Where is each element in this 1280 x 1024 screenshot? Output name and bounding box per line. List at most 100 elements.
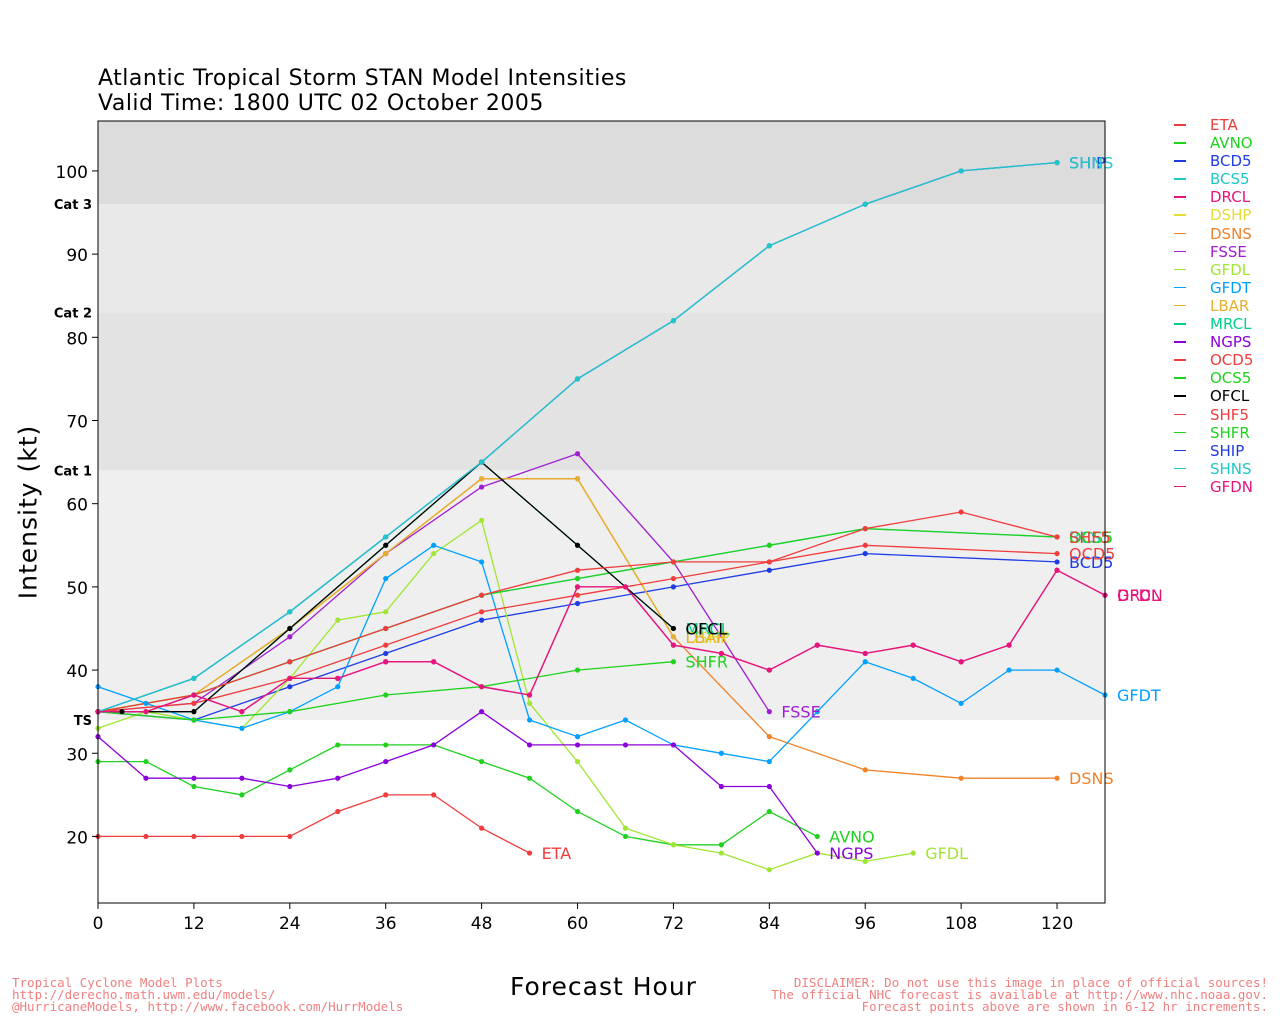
data-point-gfdl (766, 867, 772, 873)
data-point-shns (958, 168, 964, 174)
data-point-gfdn (1006, 642, 1012, 648)
data-point-bcd5 (479, 617, 485, 623)
category-band (98, 312, 1105, 471)
data-point-gfdn (718, 650, 724, 657)
legend-swatch (1174, 431, 1186, 434)
legend-item-bcd5: BCD5 (1172, 152, 1272, 170)
data-point-shns (670, 318, 677, 324)
data-point-ngps (191, 775, 197, 781)
series-line-gfdn (98, 569, 1106, 713)
data-point-eta (335, 808, 341, 815)
data-point-gfdn (862, 650, 868, 657)
footer-credit-line: Tropical Cyclone Model Plots (12, 975, 223, 990)
legend-swatch (1174, 142, 1186, 144)
data-point-bcd5 (1054, 559, 1060, 565)
data-point-ofcl (191, 709, 197, 715)
data-point-gfdt (335, 684, 341, 690)
data-point-gfdl (622, 825, 629, 831)
category-label: Cat 2 (54, 306, 92, 321)
data-point-gfdn (622, 584, 629, 590)
data-point-ocd5 (383, 642, 389, 648)
series-end-label: NGPS (829, 844, 873, 863)
legend-label: SHIP (1210, 441, 1245, 460)
x-axis-title: Forecast Hour (510, 972, 697, 1001)
data-point-ngps (287, 783, 293, 790)
legend-item-mrcl: MRCL (1172, 315, 1272, 333)
data-point-dsns (862, 767, 868, 773)
data-point-gfdn (574, 584, 581, 590)
series-end-label: LBAR (685, 628, 727, 647)
footer-credits: Tropical Cyclone Model Plots http://dere… (12, 975, 403, 1013)
data-point-gfdt (862, 659, 868, 665)
data-point-bcd5 (766, 567, 772, 573)
data-point-shfr (574, 667, 581, 673)
data-point-gfdt (574, 734, 581, 740)
series-end-label: AVNO (829, 827, 874, 846)
series-line-bcd5 (97, 552, 1058, 721)
series-end-label: OCS5 (1069, 528, 1113, 547)
data-point-eta (479, 825, 485, 831)
y-tick-label: 50 (66, 579, 88, 599)
legend-swatch (1174, 323, 1186, 325)
category-label: Cat 3 (54, 198, 92, 213)
data-point-shf5 (287, 659, 293, 665)
data-point-ngps (526, 742, 533, 748)
series-end-label: OFCL (685, 619, 727, 638)
data-point-avno (574, 808, 581, 815)
category-band (98, 204, 1105, 313)
data-point-gfdl (670, 842, 677, 848)
series-line-avno (98, 744, 818, 846)
data-point-ngps (574, 742, 581, 748)
legend-label: GFDT (1210, 278, 1251, 297)
data-point-gfdn (287, 675, 293, 681)
legend-swatch (1174, 214, 1186, 216)
legend-item-shns: SHNS (1172, 460, 1272, 478)
data-point-dsns (958, 775, 964, 781)
legend-item-avno: AVNO (1172, 134, 1272, 152)
legend-swatch (1174, 250, 1186, 253)
legend-swatch (1174, 449, 1186, 452)
legend-item-fsse: FSSE (1172, 243, 1272, 261)
data-point-shns (287, 609, 293, 615)
footer-disclaimer-line: Forecast points above are shown in 6-12 … (861, 999, 1268, 1014)
legend-label: AVNO (1210, 134, 1253, 153)
data-point-lbar (383, 550, 389, 557)
chart-title: Atlantic Tropical Storm STAN Model Inten… (98, 66, 627, 91)
data-point-gfdt (431, 542, 437, 548)
data-point-shns (766, 243, 772, 249)
data-point-dsns (1054, 775, 1060, 781)
data-point-ngps (383, 758, 389, 765)
data-point-gfdl (526, 700, 533, 706)
data-point-shns (1054, 159, 1060, 166)
series-end-label: SHIP (1069, 154, 1106, 173)
data-point-shf5 (479, 592, 485, 598)
data-point-avno (335, 742, 341, 748)
data-point-bcd5 (862, 550, 868, 557)
data-point-ocs5 (766, 542, 772, 548)
data-point-eta (143, 833, 149, 840)
legend-swatch (1174, 286, 1186, 289)
data-point-gfdl (431, 550, 437, 557)
legend-item-ngps: NGPS (1172, 333, 1272, 351)
x-tick-label: 84 (759, 914, 781, 934)
data-point-gfdn (383, 659, 389, 665)
series-end-label: GFDL (925, 844, 968, 863)
legend-item-ship: SHIP (1172, 442, 1272, 460)
series-end-label: DSNS (1069, 769, 1114, 788)
x-tick-label: 60 (567, 914, 589, 934)
data-point-lbar (574, 476, 581, 482)
series-end-label: DRCL (1117, 586, 1160, 605)
data-point-fsse (287, 634, 293, 640)
series-end-label: SHNS (1069, 154, 1113, 173)
data-point-shf5 (766, 559, 772, 565)
data-point-ngps (622, 742, 629, 748)
legend-label: MRCL (1210, 315, 1252, 334)
category-label: Cat 1 (54, 464, 92, 479)
series-end-label: BCD5 (1069, 553, 1113, 572)
data-point-gfdt (910, 675, 916, 681)
legend-label: GFDL (1210, 260, 1251, 279)
data-point-shf5 (862, 526, 868, 532)
legend-item-lbar: LBAR (1172, 297, 1272, 315)
data-point-gfdt (958, 700, 964, 706)
legend-label: SHF5 (1210, 405, 1249, 424)
